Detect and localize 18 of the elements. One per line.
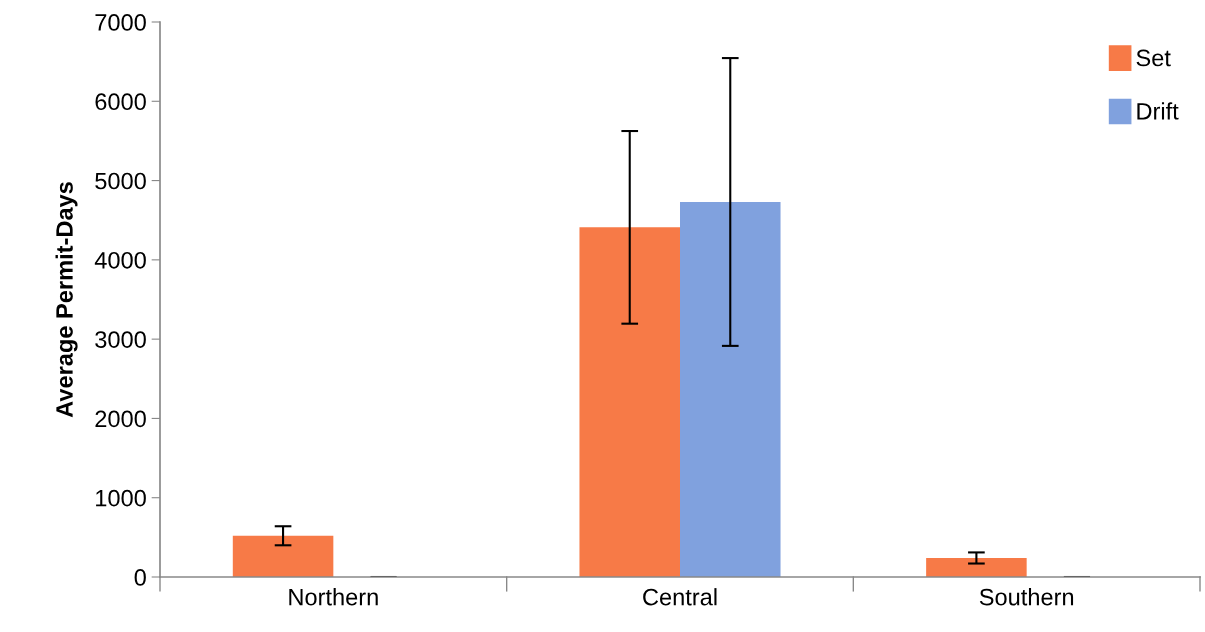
y-tick-label: 7000 bbox=[95, 14, 146, 31]
y-tick-label: 2000 bbox=[95, 410, 146, 428]
bar bbox=[232, 535, 334, 577]
legend-label: Drift bbox=[1137, 102, 1179, 120]
y-axis-title: Average Permit-Days bbox=[55, 182, 78, 418]
y-tick-label: 5000 bbox=[95, 172, 146, 190]
bar bbox=[579, 227, 680, 577]
bar bbox=[926, 557, 1027, 577]
y-tick-label: 3000 bbox=[95, 331, 146, 348]
x-tick-label: Central bbox=[643, 588, 717, 606]
y-tick-label: 1000 bbox=[96, 489, 146, 507]
bar bbox=[680, 201, 781, 577]
x-tick-label: Northern bbox=[289, 588, 378, 606]
y-tick-label: 4000 bbox=[94, 251, 146, 269]
y-tick-label: 0 bbox=[134, 569, 146, 586]
x-tick-label: Southern bbox=[979, 588, 1074, 606]
y-tick-label: 6000 bbox=[95, 93, 146, 111]
legend-label: Set bbox=[1136, 49, 1171, 67]
